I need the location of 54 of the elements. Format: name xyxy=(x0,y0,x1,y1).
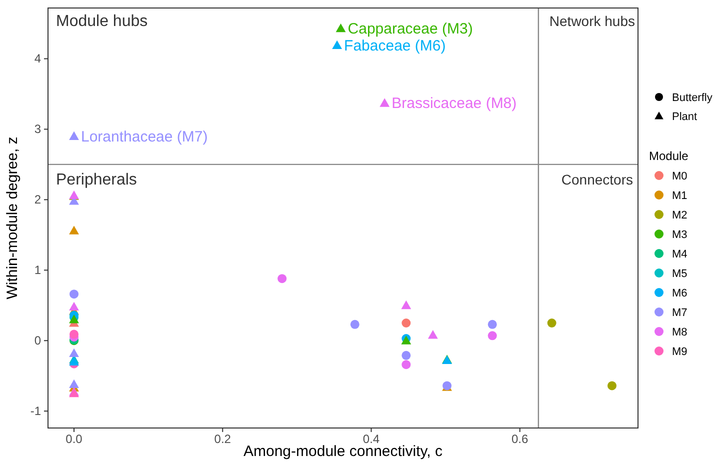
x-tick-label: 0.6 xyxy=(512,432,529,446)
legend-label: M5 xyxy=(672,268,688,280)
point xyxy=(336,23,346,32)
point xyxy=(547,318,556,328)
point xyxy=(70,330,79,339)
y-axis-title: Within-module degree, z xyxy=(4,136,21,300)
point xyxy=(402,350,411,360)
x-tick-label: 0.4 xyxy=(362,432,380,446)
point xyxy=(428,330,438,339)
annotation: Brassicaceae (M8) xyxy=(392,95,517,112)
legend-label: M4 xyxy=(672,248,688,260)
point xyxy=(488,331,497,340)
point xyxy=(332,40,342,50)
point xyxy=(278,274,287,284)
legend-label: Plant xyxy=(672,111,698,123)
y-tick-label: 2 xyxy=(34,192,42,207)
annotation: Module hubs xyxy=(56,13,148,30)
point xyxy=(69,348,79,358)
point xyxy=(402,360,411,370)
point xyxy=(69,226,79,234)
annotation: Capparaceae (M3) xyxy=(348,20,473,38)
point xyxy=(70,290,79,299)
point xyxy=(488,320,497,329)
y-tick-label: 1 xyxy=(34,263,42,278)
legend-label: M1 xyxy=(672,190,688,202)
x-tick-label: 0.0 xyxy=(66,432,83,446)
point xyxy=(69,131,79,140)
annotation: Network hubs xyxy=(549,13,635,29)
legend-label: M2 xyxy=(672,210,688,222)
legend-title: Module xyxy=(649,149,689,163)
point xyxy=(607,381,616,390)
point xyxy=(380,98,390,107)
legend-label: M9 xyxy=(672,346,688,358)
point xyxy=(401,300,412,310)
x-axis-title: Among-module connectivity, c xyxy=(244,443,443,460)
annotation: Connectors xyxy=(561,171,633,188)
legend-label: M3 xyxy=(672,229,688,241)
legend-label: Butterfly xyxy=(672,92,713,104)
y-tick-label: 4 xyxy=(34,52,42,66)
point xyxy=(69,302,79,311)
y-tick-label: 0 xyxy=(34,334,42,348)
x-tick-label: 0.2 xyxy=(214,432,232,446)
legend-label: M0 xyxy=(672,170,688,182)
y-tick-label: 3 xyxy=(34,122,42,136)
legend-label: M7 xyxy=(672,307,688,319)
point xyxy=(69,379,79,388)
point xyxy=(350,320,360,329)
point xyxy=(402,318,411,328)
annotation: Fabaceae (M6) xyxy=(344,37,446,54)
annotation: Loranthaceae (M7) xyxy=(81,128,208,146)
annotation: Peripherals xyxy=(56,171,137,188)
legend-label: M6 xyxy=(672,288,688,300)
y-tick-label: -1 xyxy=(30,404,42,418)
legend-label: M8 xyxy=(672,326,688,338)
